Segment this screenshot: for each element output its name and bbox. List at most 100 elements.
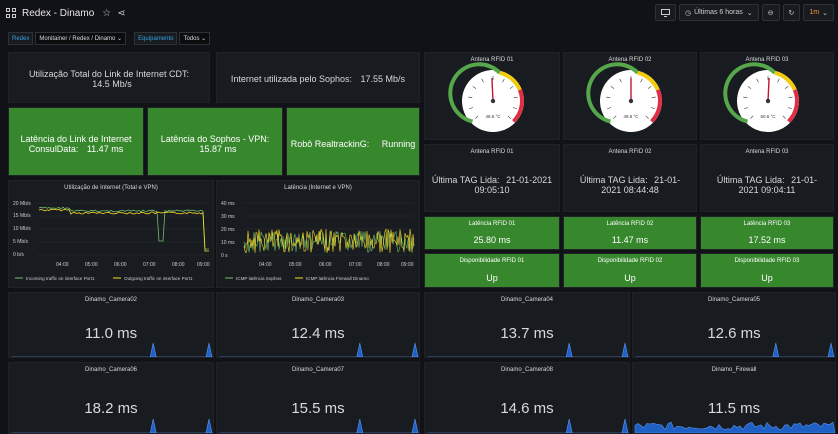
zoom-out-button[interactable]: ⊖ (761, 4, 780, 21)
variables-bar: Redex Monitainer / Redex / Dinamo ⌄ Equi… (8, 32, 216, 45)
gauge-tick (606, 96, 611, 99)
graph-latency-svg: 40 ms 30 ms 20 ms 10 ms 0 s 04:00 05:00 … (221, 201, 415, 281)
gauge-svg: 48.6 °C (448, 62, 524, 132)
y-tick: 10 ms (221, 240, 235, 246)
stat-panel-latency-consuldata[interactable]: Latência do Link de Internet ConsulData:… (8, 107, 144, 176)
stat-value: 12.6 ms (707, 325, 761, 342)
latency-panel-rfid-02[interactable]: Latência RFID 02 11.47 ms (563, 216, 697, 250)
stat-value: 18.2 ms (84, 400, 138, 417)
series-incoming-line (38, 206, 209, 250)
gauge-hub (628, 98, 634, 104)
y-tick: 30 ms (221, 214, 235, 220)
sparkline (634, 421, 835, 433)
gauge-band (499, 70, 522, 91)
stat-value: 11.47 ms (86, 144, 124, 154)
stat-value: 11.0 ms (84, 325, 138, 342)
gauge-tick (472, 86, 477, 89)
graph-panel-internet[interactable]: Utilização de Internet (Total e VPN) 20 … (8, 180, 214, 288)
panel-title: Disponibilidade RFID 02 (597, 258, 663, 264)
gauge-tick (502, 78, 505, 83)
stat-panel-sophos[interactable]: Internet utilizada pelo Sophos: 17.55 Mb… (216, 52, 420, 103)
stat-panel-latency-sophos[interactable]: Latência do Sophos - VPN: 15.87 ms (147, 107, 283, 176)
sparkline-spike (149, 342, 157, 357)
gauge-panel-rfid-03[interactable]: Antena RFID 03 50.6 °C (700, 52, 834, 140)
refresh-interval-picker[interactable]: 1m ⌄ (803, 4, 834, 21)
stat-label: Latência do Sophos - VPN: (160, 134, 270, 144)
sparkline-area (634, 421, 835, 433)
sparkline (11, 418, 213, 433)
time-range-picker[interactable]: ◷ Últimas 6 horas ⌄ (679, 4, 759, 21)
availability-panel-rfid-03[interactable]: Disponibilidade RFID 03 Up (700, 253, 834, 288)
stat-value: 15.5 ms (291, 400, 345, 417)
gauge-tick (507, 115, 511, 119)
gauge-band (650, 89, 662, 123)
graph-panel-latency[interactable]: Latência (Internet e VPN) 40 ms 30 ms 20… (216, 180, 420, 288)
variable-select-redex[interactable]: Monitainer / Redex / Dinamo ⌄ (35, 32, 127, 45)
gauge-tick (784, 86, 789, 89)
gauge-tick (782, 115, 786, 119)
latency-panel-rfid-03[interactable]: Latência RFID 03 17.52 ms (700, 216, 834, 250)
variable-value-redex: Monitainer / Redex / Dinamo (39, 35, 116, 42)
stat-panel-link-total[interactable]: Utilização Total do Link de Internet CDT… (8, 52, 210, 103)
last-tag-panel-rfid-01[interactable]: Antena RFID 01 Última TAG Lida: 21-01-20… (424, 144, 560, 212)
share-icon[interactable]: ⋖ (117, 7, 126, 19)
x-tick: 06:00 (319, 262, 332, 268)
variable-label-equipamento: Equipamento (134, 32, 178, 45)
device-panel-camera06[interactable]: Dinamo_Camera06 18.2 ms (8, 362, 214, 434)
gauge-value: 48.6 °C (485, 114, 501, 119)
device-panel-camera08[interactable]: Dinamo_Camera08 14.6 ms (424, 362, 630, 434)
device-panel-camera07[interactable]: Dinamo_Camera07 15.5 ms (216, 362, 420, 434)
gauge-panel-rfid-01[interactable]: Antena RFID 01 48.6 °C (424, 52, 560, 140)
x-tick: 09:00 (197, 262, 210, 268)
graph-internet-svg: 20 Mb/s 15 Mb/s 10 Mb/s 5 Mb/s 0 b/s 04:… (13, 201, 210, 281)
last-tag-panel-rfid-02[interactable]: Antena RFID 02 Última TAG Lida: 21-01-20… (563, 144, 697, 212)
sparkline-spike (565, 342, 573, 357)
gauge-tick (613, 115, 617, 119)
stat-panel-robot[interactable]: Robô RealtrackinG: Running (286, 107, 420, 176)
device-panel-camera02[interactable]: Dinamo_Camera02 11.0 ms (8, 292, 214, 358)
availability-panel-rfid-02[interactable]: Disponibilidade RFID 02 Up (563, 253, 697, 288)
stat-value: 11.5 ms (707, 400, 761, 417)
panel-title: Disponibilidade RFID 01 (459, 258, 525, 264)
legend-item: Incoming traffic on interface Port1 (26, 276, 95, 281)
gauge-tick (619, 78, 622, 83)
gauge-panel-rfid-02[interactable]: Antena RFID 02 49.6 °C (563, 52, 697, 140)
gauge-hub (490, 98, 496, 104)
panel-title: Dinamo_Camera03 (291, 297, 345, 303)
stat-value: 21-01-2021 09:04:11 (738, 175, 818, 195)
stat-label: Robô RealtrackinG: (290, 139, 370, 149)
variable-label-redex: Redex (8, 32, 34, 45)
gauge-band (774, 70, 797, 91)
tv-mode-button[interactable] (655, 4, 677, 21)
gauge-tick (509, 86, 514, 89)
chevron-down-icon: ⌄ (746, 9, 753, 17)
panel-title: Dinamo_Camera04 (500, 297, 554, 303)
legend-item: ICMP latência Sophos (236, 276, 282, 281)
device-panel-camera04[interactable]: Dinamo_Camera04 13.7 ms (424, 292, 630, 358)
gauge-tick (647, 86, 652, 89)
dashboard-title[interactable]: Redex - Dinamo (22, 7, 95, 19)
panel-title: Dinamo_Firewall (711, 367, 757, 373)
device-panel-camera05[interactable]: Dinamo_Camera05 12.6 ms (632, 292, 836, 358)
refresh-interval-label: 1m (809, 9, 820, 16)
latency-panel-rfid-01[interactable]: Latência RFID 01 25.80 ms (424, 216, 560, 250)
availability-panel-rfid-01[interactable]: Disponibilidade RFID 01 Up (424, 253, 560, 288)
variable-select-equipamento[interactable]: Todos ⌄ (179, 32, 211, 45)
device-panel-firewall[interactable]: Dinamo_Firewall 11.5 ms (632, 362, 836, 434)
stat-value: Running (381, 139, 416, 149)
gauge-value: 50.6 °C (760, 114, 776, 119)
refresh-button[interactable]: ↻ (782, 4, 801, 21)
device-panel-camera03[interactable]: Dinamo_Camera03 12.4 ms (216, 292, 420, 358)
gauge-tick (645, 115, 649, 119)
stat-value: Up (624, 273, 636, 283)
clock-icon: ◷ (685, 9, 692, 17)
y-tick: 20 Mb/s (13, 201, 31, 207)
stat-value: 21-01-2021 09:05:10 (474, 175, 553, 195)
stat-value: 25.80 ms (473, 235, 511, 245)
stat-value: 11.47 ms (611, 235, 649, 245)
stat-label: Internet utilizada pelo Sophos: (230, 74, 353, 84)
star-icon[interactable]: ☆ (102, 7, 112, 19)
dashboard-grid-icon[interactable] (6, 8, 16, 18)
last-tag-panel-rfid-03[interactable]: Antena RFID 03 Última TAG Lida: 21-01-20… (700, 144, 834, 212)
stat-label: Latência do Link de Internet ConsulData: (20, 134, 132, 154)
